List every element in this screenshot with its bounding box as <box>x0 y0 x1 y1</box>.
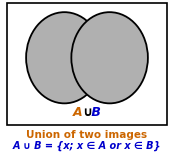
Ellipse shape <box>26 12 103 103</box>
Text: Union of two images: Union of two images <box>26 130 148 140</box>
Ellipse shape <box>71 12 148 103</box>
Text: B: B <box>87 106 101 119</box>
Text: A: A <box>73 106 87 119</box>
FancyBboxPatch shape <box>7 3 167 125</box>
Text: A ∪ B = {x; x ∈ A or x ∈ B}: A ∪ B = {x; x ∈ A or x ∈ B} <box>13 141 161 151</box>
Text: ∪: ∪ <box>82 106 92 119</box>
